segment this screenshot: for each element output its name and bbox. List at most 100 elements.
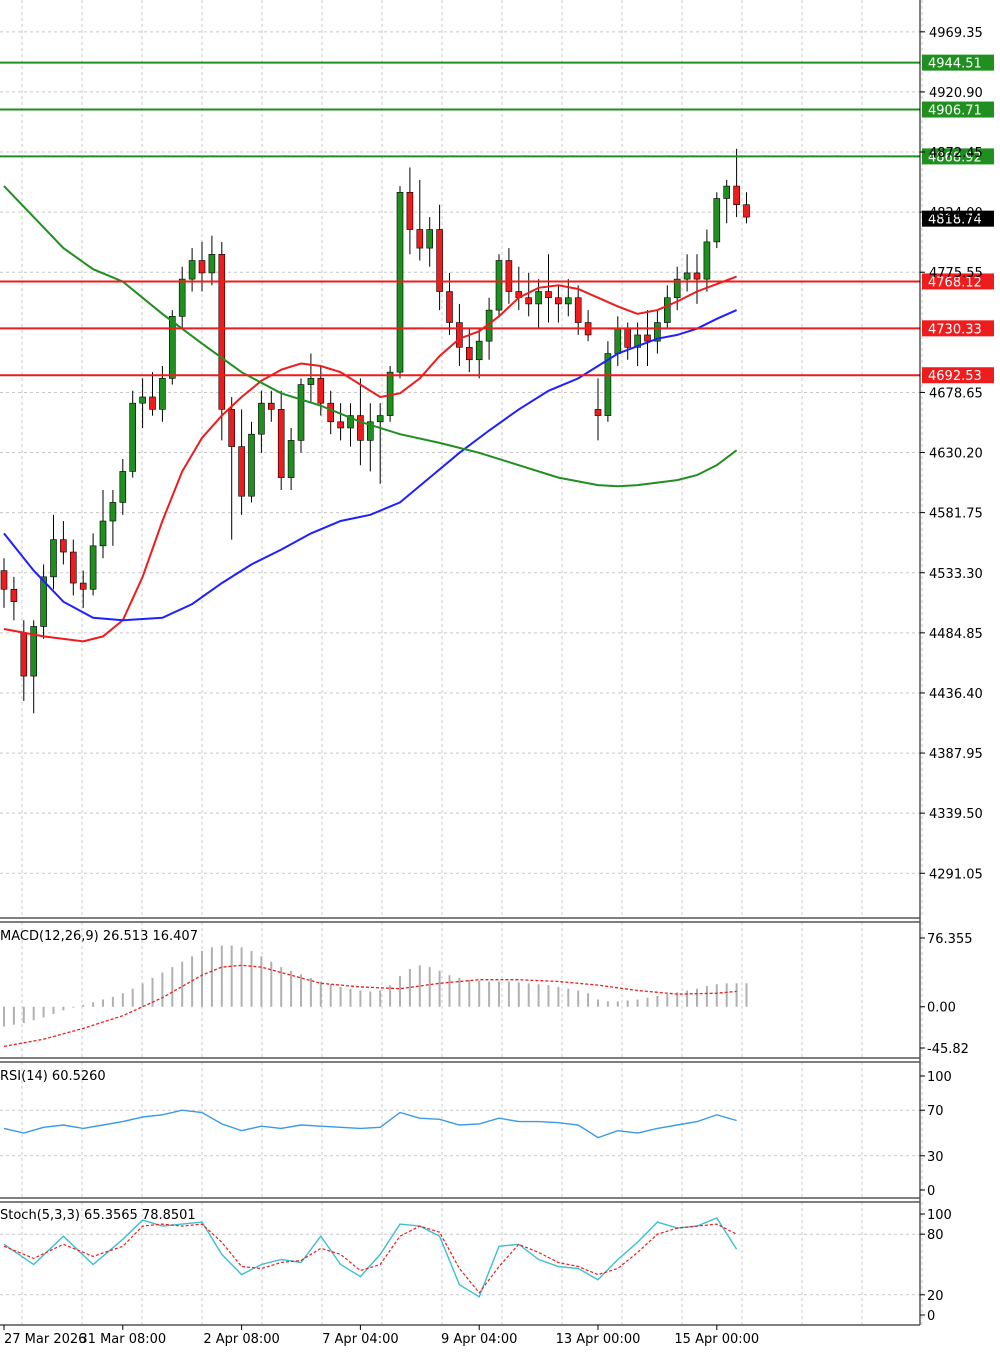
candle-body bbox=[169, 316, 176, 379]
candle-body bbox=[357, 415, 364, 441]
candle-body bbox=[564, 297, 572, 305]
resistance-label: 4868.92 bbox=[928, 150, 982, 165]
stoch-k-line bbox=[3, 1217, 738, 1298]
resistance-tag bbox=[922, 148, 994, 165]
candle-body bbox=[525, 297, 533, 305]
resistance-label: 4906.71 bbox=[928, 104, 982, 119]
candle-body bbox=[654, 322, 661, 342]
candle-body bbox=[614, 328, 622, 354]
stoch-pane[interactable]: Stoch(5,3,3) 65.3565 78.8501 bbox=[0, 1208, 920, 1298]
grid bbox=[0, 0, 923, 1325]
macd-tick-label: -45.82 bbox=[927, 1042, 969, 1057]
candle-body bbox=[40, 576, 47, 627]
rsi-tick-label: 0 bbox=[927, 1184, 935, 1199]
rsi-pane[interactable]: RSI(14) 60.5260 bbox=[0, 1069, 920, 1157]
candle-body bbox=[258, 402, 265, 435]
candle-body bbox=[10, 588, 18, 602]
price-tick-label: 4581.75 bbox=[929, 507, 983, 522]
axes: 4969.35 4920.90 4872.45 4824.00 4775.55 4678.… bbox=[3, 26, 983, 1347]
rsi-label: RSI(14) 60.5260 bbox=[0, 1069, 106, 1084]
candle-body bbox=[238, 446, 245, 497]
support-tag bbox=[922, 367, 994, 384]
candle-body bbox=[406, 191, 414, 230]
candle-body bbox=[188, 260, 196, 280]
candle-body bbox=[337, 421, 344, 429]
candle-body bbox=[159, 378, 166, 410]
stoch-tick-label: 100 bbox=[927, 1208, 952, 1223]
candle-body bbox=[376, 415, 384, 423]
price-tick-label: 4969.35 bbox=[929, 26, 983, 41]
stoch-label: Stoch(5,3,3) 65.3565 78.8501 bbox=[0, 1208, 196, 1223]
candle-body bbox=[456, 322, 463, 348]
candle-body bbox=[366, 421, 374, 441]
time-tick-label: 27 Mar 2026 bbox=[4, 1332, 86, 1347]
candle-body bbox=[723, 185, 731, 199]
rsi-tick-label: 30 bbox=[927, 1150, 944, 1165]
candle-body bbox=[297, 384, 305, 441]
candle-body bbox=[89, 545, 97, 590]
time-tick-label: 9 Apr 04:00 bbox=[441, 1332, 518, 1347]
macd-label: MACD(12,26,9) 26.513 16.407 bbox=[0, 929, 198, 944]
price-tick-label: 4775.55 bbox=[929, 266, 983, 281]
current-price-label: 4818.74 bbox=[928, 213, 982, 228]
stoch-d-line bbox=[3, 1223, 737, 1294]
stoch-tick-label: 80 bbox=[927, 1228, 944, 1243]
candle-body bbox=[228, 409, 235, 447]
candle-body bbox=[20, 632, 28, 677]
candle-body bbox=[634, 334, 641, 348]
candle-body bbox=[99, 520, 107, 547]
support-label: 4730.33 bbox=[928, 322, 982, 337]
price-tick-label: 4484.85 bbox=[929, 627, 983, 642]
macd-tick-label: 76.355 bbox=[927, 932, 973, 947]
candle-body bbox=[307, 378, 315, 385]
candle-body bbox=[70, 551, 77, 584]
time-tick-label: 2 Apr 08:00 bbox=[203, 1332, 280, 1347]
candle-body bbox=[30, 626, 38, 677]
candle-body bbox=[574, 297, 582, 323]
stoch-tick-label: 0 bbox=[927, 1309, 935, 1324]
candle-body bbox=[495, 260, 503, 311]
candle-body bbox=[218, 254, 226, 410]
candle-body bbox=[248, 433, 255, 497]
candle-body bbox=[594, 409, 602, 416]
candle-body bbox=[693, 272, 701, 280]
candle-body bbox=[129, 402, 136, 472]
rsi-tick-label: 100 bbox=[927, 1070, 952, 1085]
ma-slow-line bbox=[3, 185, 738, 488]
candle-body bbox=[0, 570, 8, 590]
price-tick-label: 4678.65 bbox=[929, 386, 983, 401]
price-tick-label: 4920.90 bbox=[929, 86, 983, 101]
time-tick-label: 7 Apr 04:00 bbox=[322, 1332, 399, 1347]
candle-body bbox=[555, 297, 562, 305]
support-label: 4692.53 bbox=[928, 369, 982, 384]
candle-body bbox=[287, 440, 295, 478]
time-tick-label: 15 Apr 00:00 bbox=[674, 1332, 759, 1347]
macd-pane[interactable]: MACD(12,26,9) 26.513 16.407 bbox=[0, 929, 748, 1048]
price-tick-label: 4387.95 bbox=[929, 747, 983, 762]
price-pane[interactable]: 4944.51 4906.71 4868.92 4768.12 4730.33 4692.… bbox=[0, 54, 994, 714]
candle-body bbox=[60, 539, 67, 553]
current-price-tag bbox=[922, 210, 994, 227]
candle-body bbox=[109, 502, 117, 522]
candle-body bbox=[545, 291, 552, 299]
candle-body bbox=[50, 539, 57, 578]
price-tick-label: 4533.30 bbox=[929, 567, 983, 582]
candle-body bbox=[178, 278, 186, 317]
price-tick-label: 4436.40 bbox=[929, 687, 983, 702]
support-tag bbox=[922, 273, 994, 290]
candle-body bbox=[327, 402, 335, 423]
macd-tick-label: 0.00 bbox=[927, 1001, 956, 1016]
macd-signal-line bbox=[3, 964, 737, 1048]
candle-body bbox=[119, 471, 127, 503]
candle-body bbox=[208, 254, 216, 274]
price-tick-label: 4872.45 bbox=[929, 146, 983, 161]
candle-body bbox=[535, 291, 542, 305]
candle-body bbox=[644, 334, 651, 342]
candle-body bbox=[663, 297, 671, 323]
candle-body bbox=[713, 198, 721, 243]
stoch-tick-label: 20 bbox=[927, 1289, 944, 1304]
rsi-tick-label: 70 bbox=[927, 1104, 944, 1119]
candle-body bbox=[426, 229, 434, 249]
